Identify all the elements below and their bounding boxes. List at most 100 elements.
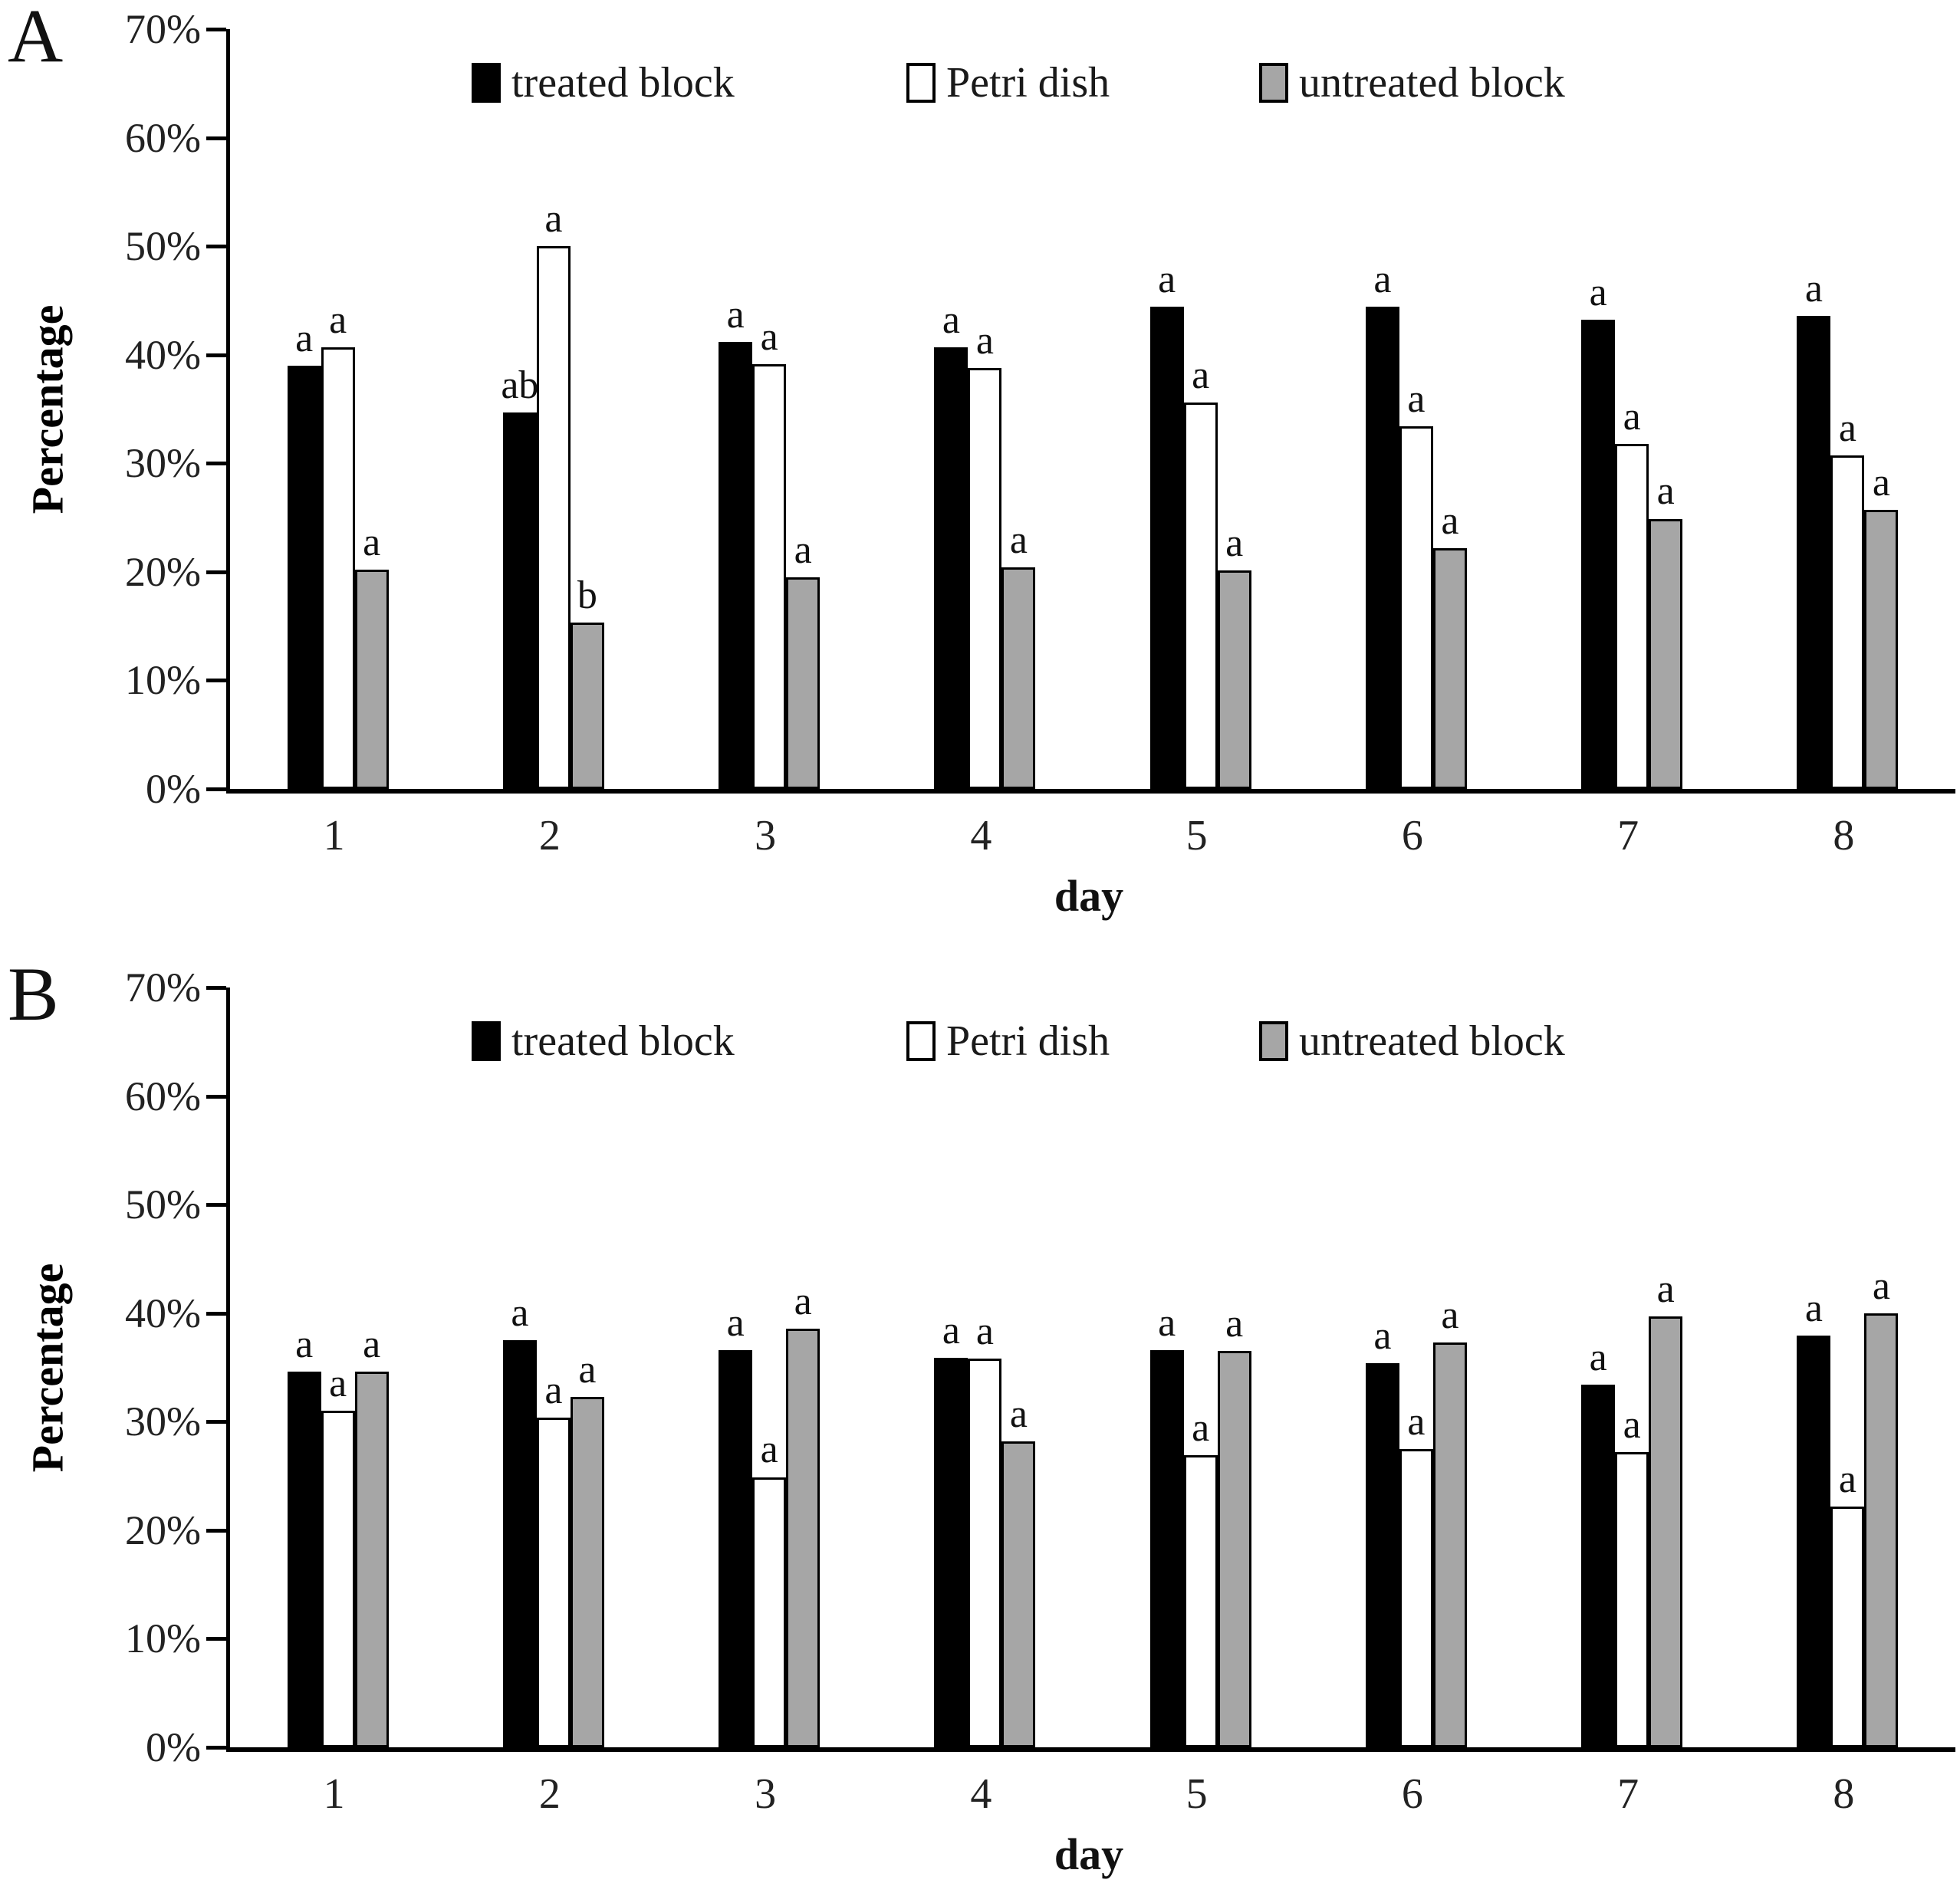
x-axis-title: day — [1054, 1829, 1124, 1879]
bar-untreated-block-day-5 — [1217, 1351, 1251, 1747]
significance-letter: a — [975, 318, 994, 363]
y-tick-label: 50% — [125, 223, 201, 270]
y-tick-label: 0% — [146, 1724, 201, 1770]
panel-a-label: A — [8, 0, 64, 78]
y-tick-label: 20% — [125, 548, 201, 595]
y-tick-label: 0% — [146, 766, 201, 812]
bar-untreated-block-day-8 — [1864, 510, 1899, 789]
significance-letter: a — [1838, 1457, 1856, 1501]
x-tick-label-day-7: 7 — [1617, 812, 1639, 859]
significance-letter: a — [1158, 1300, 1176, 1345]
bar-untreated-block-day-4 — [1001, 567, 1036, 789]
bar-treated-block-day-6 — [1365, 1362, 1399, 1747]
x-tick-label-day-8: 8 — [1833, 1770, 1855, 1818]
bar-Petri-dish-day-4 — [968, 1359, 1002, 1747]
significance-letter: a — [1623, 1402, 1641, 1447]
legend-label: untreated block — [1299, 1017, 1565, 1065]
bar-untreated-block-day-1 — [354, 570, 389, 789]
y-tick-label: 70% — [125, 965, 201, 1011]
significance-letter: a — [1407, 377, 1426, 422]
significance-letter: a — [1192, 1406, 1210, 1451]
y-tick-mark — [206, 136, 226, 140]
y-tick-mark — [206, 1637, 226, 1641]
y-tick-label: 10% — [125, 657, 201, 704]
significance-letter: a — [1804, 1287, 1823, 1331]
legend-label: treated block — [511, 1017, 735, 1065]
x-tick-label-day-7: 7 — [1617, 1770, 1639, 1818]
y-tick-mark — [206, 1311, 226, 1316]
legend-item-Petri-dish: Petri dish — [906, 61, 1110, 104]
bar-untreated-block-day-4 — [1001, 1441, 1036, 1747]
significance-letter: a — [295, 1323, 314, 1367]
x-tick-label-day-2: 2 — [538, 1770, 561, 1818]
significance-letter: a — [295, 316, 314, 360]
significance-letter: a — [1656, 469, 1675, 514]
significance-letter: a — [1009, 1392, 1028, 1436]
bar-untreated-block-day-7 — [1649, 1316, 1683, 1747]
significance-letter: a — [363, 1323, 381, 1367]
bar-treated-block-day-8 — [1797, 315, 1831, 789]
y-tick-label: 40% — [125, 331, 201, 378]
y-tick-mark — [206, 787, 226, 791]
bar-treated-block-day-4 — [934, 347, 968, 789]
bar-Petri-dish-day-4 — [968, 367, 1002, 789]
x-tick-label-day-5: 5 — [1186, 1770, 1208, 1818]
y-tick-mark — [206, 986, 226, 990]
significance-letter: a — [1158, 258, 1176, 302]
significance-letter: a — [578, 1347, 597, 1392]
legend-item-Petri-dish: Petri dish — [906, 1020, 1110, 1063]
y-tick-label: 30% — [125, 1398, 201, 1445]
plot-area: treated block Petri dish untreated block a a… — [206, 28, 1955, 794]
bar-Petri-dish-day-7 — [1615, 443, 1649, 789]
bar-untreated-block-day-7 — [1649, 518, 1683, 789]
bar-Petri-dish-day-3 — [752, 1477, 787, 1747]
y-tick-label: 60% — [125, 1073, 201, 1119]
bar-treated-block-day-3 — [719, 1349, 753, 1747]
bar-treated-block-day-1 — [287, 365, 321, 789]
legend-item-treated-block: treated block — [472, 61, 735, 104]
legend-item-untreated-block: untreated block — [1259, 1020, 1565, 1063]
significance-letter: a — [329, 297, 347, 342]
bar-treated-block-day-7 — [1581, 1385, 1616, 1747]
y-tick-mark — [206, 1203, 226, 1208]
bar-Petri-dish-day-7 — [1615, 1451, 1649, 1747]
significance-letter: a — [1838, 406, 1856, 451]
bar-Petri-dish-day-5 — [1183, 403, 1218, 789]
legend-swatch-icon — [906, 63, 936, 103]
y-tick-mark — [206, 1094, 226, 1099]
bar-untreated-block-day-3 — [786, 577, 821, 789]
y-tick-label: 30% — [125, 440, 201, 487]
legend-swatch-icon — [472, 1021, 501, 1061]
significance-letter: a — [794, 1279, 812, 1323]
y-tick-mark — [206, 462, 226, 466]
y-tick-mark — [206, 353, 226, 357]
bar-Petri-dish-day-2 — [536, 1417, 571, 1747]
bar-Petri-dish-day-1 — [321, 347, 355, 789]
x-tick-label-day-1: 1 — [323, 1770, 345, 1818]
y-tick-label: 10% — [125, 1615, 201, 1662]
significance-letter: a — [1441, 1293, 1459, 1337]
bar-treated-block-day-4 — [934, 1357, 968, 1747]
y-tick-label: 20% — [125, 1507, 201, 1553]
legend-label: Petri dish — [946, 1017, 1110, 1065]
y-tick-mark — [206, 679, 226, 683]
y-tick-mark — [206, 28, 226, 31]
significance-letter: a — [1589, 271, 1607, 315]
significance-letter: a — [1225, 1302, 1244, 1346]
bar-untreated-block-day-6 — [1432, 1342, 1467, 1747]
x-tick-label-day-5: 5 — [1186, 812, 1208, 859]
bar-treated-block-day-8 — [1797, 1336, 1831, 1747]
panel-b-label: B — [8, 951, 59, 1037]
significance-letter: a — [1804, 266, 1823, 311]
significance-letter: a — [942, 297, 960, 342]
significance-letter: a — [726, 292, 745, 337]
bar-Petri-dish-day-8 — [1830, 455, 1865, 789]
significance-letter: a — [975, 1310, 994, 1354]
significance-letter: a — [1656, 1267, 1675, 1311]
significance-letter: a — [760, 315, 778, 360]
bar-treated-block-day-2 — [502, 1340, 537, 1747]
x-tick-label-day-8: 8 — [1833, 812, 1855, 859]
significance-letter: a — [363, 521, 381, 565]
bar-untreated-block-day-2 — [570, 1396, 604, 1747]
significance-letter: a — [1009, 518, 1028, 563]
